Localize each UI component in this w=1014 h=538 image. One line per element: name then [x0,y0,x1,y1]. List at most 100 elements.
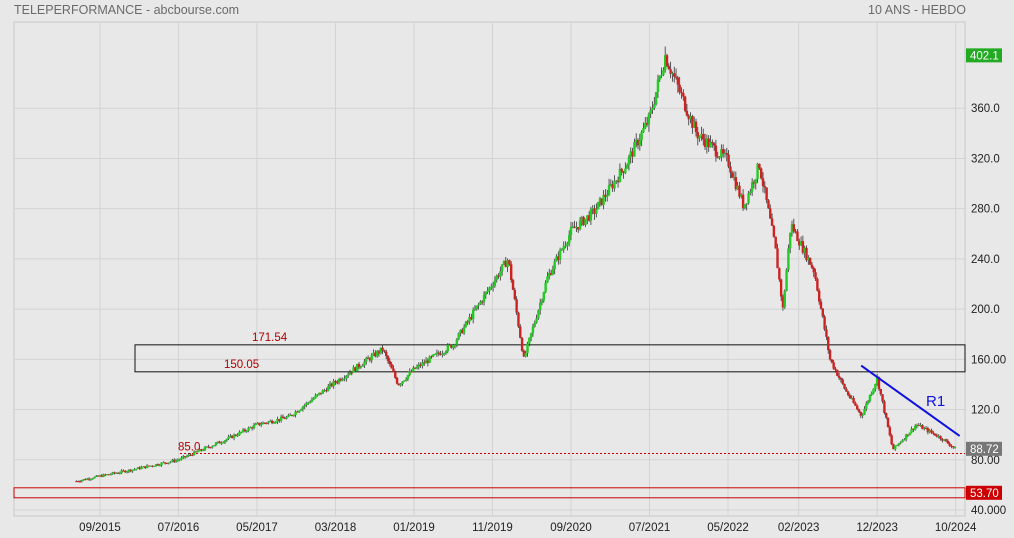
candle-body [935,435,939,437]
candle-body [723,153,727,155]
candle-body [915,424,919,426]
candle-body [502,261,506,265]
candle-body [749,191,752,194]
candle-body [187,454,190,456]
candle-body [676,77,680,85]
candle-body [946,440,950,444]
candle-body [125,471,129,473]
candle-body [533,322,536,327]
candle-body [200,449,203,451]
candle-body [261,422,265,425]
candle-body [834,368,837,371]
candle-body [778,268,781,280]
candle-body [290,414,294,416]
candle-body [582,217,585,225]
candle-body [781,296,785,308]
candle-body [361,365,364,367]
candle-body [705,138,709,148]
candle-body [718,157,721,159]
candle-body [412,367,415,372]
candle-body [77,481,80,483]
candle-body [245,431,248,433]
candle-body [638,140,642,146]
candle-body [874,384,877,389]
candle-body [548,273,551,277]
candle-body [394,371,397,378]
candle-body [644,122,647,129]
candle-body [580,217,584,221]
candle-body [667,66,671,70]
candle-body [265,422,268,424]
candle-body [774,236,777,249]
candle-body [231,435,234,439]
candle-body [633,141,636,157]
candle-body [875,376,879,385]
candle-body [886,417,890,428]
candle-body [196,451,199,453]
x-tick-label: 03/2018 [315,522,357,534]
candle-body [767,200,770,209]
candle-body [339,378,343,381]
candle-body [319,392,323,394]
candle-body [406,375,410,380]
candle-body [538,302,542,311]
candle-body [558,249,562,261]
candle-body [490,286,493,288]
candle-body [435,352,439,354]
candle-body [598,198,602,203]
candle-body [846,391,850,396]
candle-body [519,326,522,338]
candle-body [522,350,526,357]
candle-body [636,139,640,146]
candle-body [488,287,491,291]
candle-body [642,128,645,133]
candle-body [866,401,870,404]
candle-body [403,380,406,382]
candle-body [776,248,779,269]
candle-body [879,388,882,395]
candle-body [325,390,328,392]
candle-body [674,76,678,78]
candle-body [270,420,274,424]
candle-body [288,414,292,416]
candle-body [437,352,440,354]
candle-body [857,409,861,412]
candle-body [310,399,314,403]
candle-body [202,450,205,452]
candle-body [308,402,312,404]
candle-body [798,241,801,246]
candle-body [116,472,120,474]
candle-body [176,460,180,462]
chart-period: 10 ANS - HEBDO [868,3,966,17]
candle-body [180,457,183,460]
candle-body [274,421,277,423]
candle-body [544,282,547,293]
candle-body [906,434,910,436]
candle-body [721,149,725,154]
candle-body [452,344,455,348]
candle-body [756,163,759,180]
candle-body [537,310,540,319]
candle-body [133,469,136,471]
candle-body [350,372,353,374]
candle-body [78,481,82,483]
candle-body [796,231,799,242]
candle-body [392,368,395,372]
candle-body [299,409,303,411]
candle-body [799,241,803,246]
candle-body [462,326,466,334]
candle-body [229,435,232,437]
candle-body [207,446,210,448]
candle-body [649,109,652,114]
candle-body [758,163,761,169]
candle-body [337,378,341,383]
price-tag-label: 402.1 [970,50,999,62]
candle-body [856,405,859,410]
candle-body [495,275,498,281]
candle-body [316,394,319,396]
candle-body [298,410,301,413]
candle-body [220,442,223,444]
candle-body [745,203,748,205]
candle-body [281,416,285,419]
